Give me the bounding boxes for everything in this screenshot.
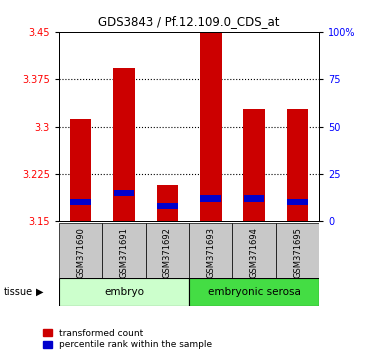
Bar <box>243 109 265 221</box>
Bar <box>200 195 221 202</box>
Text: GSM371692: GSM371692 <box>163 227 172 278</box>
Text: GSM371691: GSM371691 <box>119 227 128 278</box>
Text: GSM371694: GSM371694 <box>250 227 259 278</box>
Text: GSM371695: GSM371695 <box>293 227 302 278</box>
Text: GSM371693: GSM371693 <box>206 227 215 278</box>
Bar <box>146 223 189 278</box>
Bar <box>157 185 178 221</box>
Bar <box>157 203 178 209</box>
Bar <box>113 68 135 221</box>
Bar <box>114 190 134 196</box>
Text: tissue: tissue <box>4 287 33 297</box>
Text: embryonic serosa: embryonic serosa <box>208 287 301 297</box>
Text: embryo: embryo <box>104 287 144 297</box>
Bar <box>244 195 264 202</box>
Bar <box>70 119 92 221</box>
Bar <box>102 223 146 278</box>
Bar <box>189 223 233 278</box>
Bar <box>70 199 91 205</box>
Legend: transformed count, percentile rank within the sample: transformed count, percentile rank withi… <box>43 329 212 349</box>
Text: ▶: ▶ <box>36 287 44 297</box>
Bar <box>287 109 308 221</box>
Bar <box>189 278 319 306</box>
Bar <box>276 223 319 278</box>
Bar <box>59 223 102 278</box>
Bar <box>59 278 189 306</box>
Bar <box>287 199 308 205</box>
Bar <box>233 223 276 278</box>
Text: GSM371690: GSM371690 <box>76 227 85 278</box>
Bar <box>200 33 222 221</box>
Title: GDS3843 / Pf.12.109.0_CDS_at: GDS3843 / Pf.12.109.0_CDS_at <box>98 15 280 28</box>
